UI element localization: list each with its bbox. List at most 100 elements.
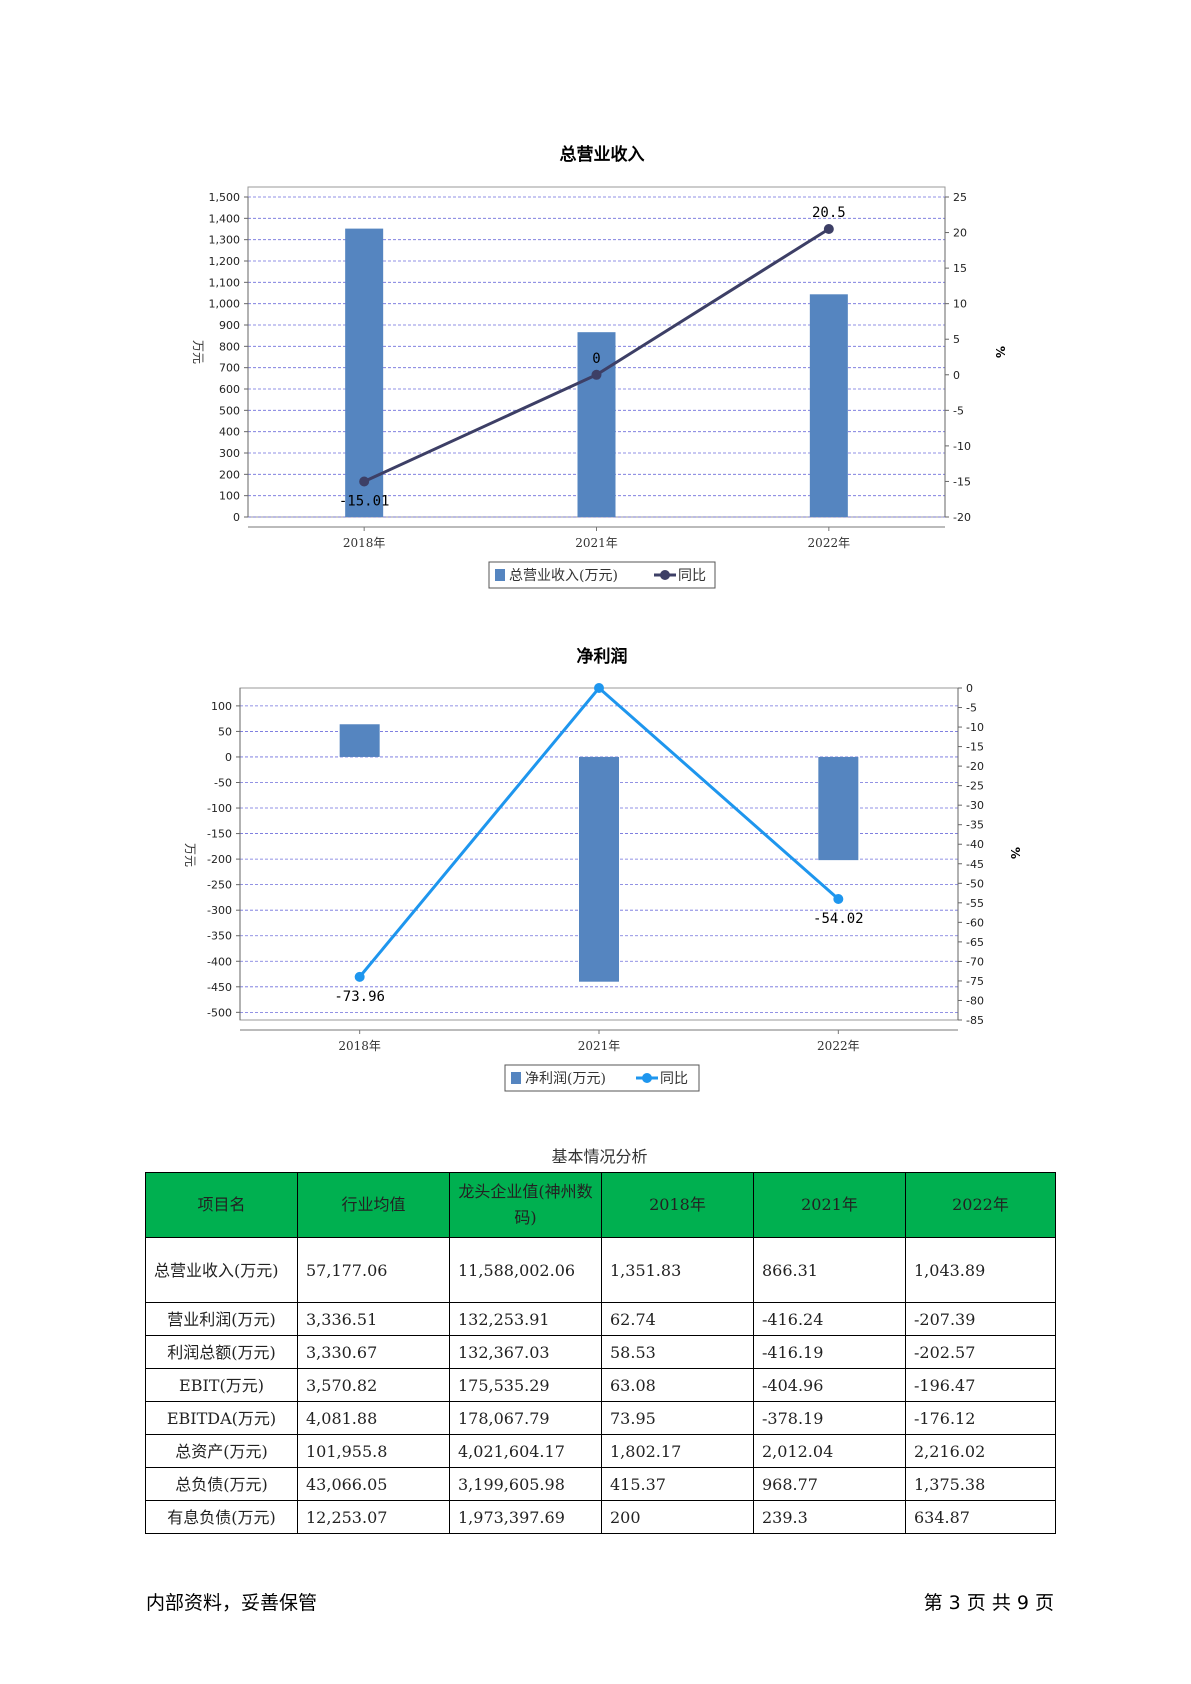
- charts-canvas: 总营业收入 01002003004005006007008009001,0001…: [183, 144, 1022, 1092]
- yoy-data-label: -73.96: [334, 989, 385, 1005]
- table-cell-value: 1,973,397.69: [449, 1500, 602, 1534]
- revenue-y2-axis-label: %: [993, 346, 1007, 358]
- legend-yoy-label: 同比: [660, 1071, 688, 1087]
- y2-tick-label: -45: [966, 858, 984, 871]
- y-tick-label: 0: [225, 751, 232, 764]
- revenue-chart: 总营业收入 01002003004005006007008009001,0001…: [191, 144, 1007, 589]
- table-row: 利润总额(万元) 3,330.67 132,367.03 58.53 -416.19 -2…: [145, 1335, 1056, 1369]
- table-cell-value: 2,012.04: [753, 1434, 906, 1468]
- table-row: EBITDA(万元) 4,081.88 178,067.79 73.95 -378.19…: [145, 1401, 1056, 1435]
- y2-tick-label: -65: [966, 936, 984, 949]
- y-tick-label: 200: [219, 468, 240, 481]
- table-cell-item-name: 总负债(万元): [145, 1467, 298, 1501]
- y-tick-label: 500: [219, 404, 240, 417]
- y2-tick-label: 5: [953, 333, 960, 346]
- table-cell-item-name: EBITDA(万元): [145, 1401, 298, 1435]
- table-cell-value: 178,067.79: [449, 1401, 602, 1435]
- table-cell-value: 175,535.29: [449, 1368, 602, 1402]
- legend-bar-swatch: [511, 1072, 521, 1084]
- table-cell-item-name: 营业利润(万元): [145, 1302, 298, 1336]
- y-tick-label: 100: [219, 490, 240, 503]
- table-cell-value: 57,177.06: [297, 1237, 450, 1303]
- y-tick-label: 1,500: [209, 191, 241, 204]
- y-tick-label: 1,400: [209, 212, 241, 225]
- yoy-point: [594, 683, 604, 693]
- basic-analysis-table: 项目名 行业均值 龙头企业值(神州数码) 2018年 2021年 2022年 总…: [145, 1172, 1056, 1534]
- table-cell-value: -378.19: [753, 1401, 906, 1435]
- y-tick-label: -350: [207, 930, 232, 943]
- yoy-point: [591, 369, 602, 380]
- y-tick-label: -250: [207, 879, 232, 892]
- y-tick-label: -150: [207, 828, 232, 841]
- revenue-legend: 总营业收入(万元) 同比: [488, 561, 716, 589]
- table-cell-value: 239.3: [753, 1500, 906, 1534]
- y-tick-label: 1,200: [209, 255, 241, 268]
- table-header-row: 项目名 行业均值 龙头企业值(神州数码) 2018年 2021年 2022年: [145, 1172, 1056, 1238]
- y-tick-label: 1,300: [209, 234, 241, 247]
- table-cell-value: 132,367.03: [449, 1335, 602, 1369]
- y2-tick-label: -15: [953, 475, 971, 488]
- y2-tick-label: -5: [966, 702, 977, 715]
- yoy-data-label: -15.01: [339, 494, 390, 510]
- y2-tick-label: -10: [966, 721, 984, 734]
- y-tick-label: 900: [219, 319, 240, 332]
- table-cell-value: 132,253.91: [449, 1302, 602, 1336]
- legend-bar-swatch: [495, 569, 505, 581]
- table-cell-value: -207.39: [905, 1302, 1056, 1336]
- bar-2022年: [818, 756, 859, 861]
- y-tick-label: 100: [211, 700, 232, 713]
- footer-confidential-note: 内部资料，妥善保管: [146, 1592, 318, 1614]
- header-industry-average: 行业均值: [297, 1172, 450, 1238]
- table-cell-value: -176.12: [905, 1401, 1056, 1435]
- table-cell-value: 63.08: [601, 1368, 754, 1402]
- y2-tick-label: -40: [966, 838, 984, 851]
- legend-line-marker: [660, 570, 670, 580]
- x-tick-label: 2021年: [575, 536, 618, 550]
- yoy-data-label: 20.5: [812, 205, 846, 221]
- table-cell-value: 73.95: [601, 1401, 754, 1435]
- x-tick-label: 2022年: [817, 1039, 860, 1053]
- y2-tick-label: -15: [966, 741, 984, 754]
- table-cell-value: 1,043.89: [905, 1237, 1056, 1303]
- header-2022: 2022年: [905, 1172, 1056, 1238]
- net-profit-y-axis-label: 万元: [183, 843, 197, 867]
- y-tick-label: 400: [219, 426, 240, 439]
- table-cell-value: 3,199,605.98: [449, 1467, 602, 1501]
- y2-tick-label: -75: [966, 975, 984, 988]
- table-row: 有息负债(万元) 12,253.07 1,973,397.69 200 239.3 634…: [145, 1500, 1056, 1534]
- table-row: EBIT(万元) 3,570.82 175,535.29 63.08 -404.96 -1…: [145, 1368, 1056, 1402]
- table-row: 营业利润(万元) 3,336.51 132,253.91 62.74 -416.24 -2…: [145, 1302, 1056, 1336]
- y2-tick-label: -35: [966, 819, 984, 832]
- yoy-data-label: 0: [592, 351, 600, 367]
- header-2018: 2018年: [601, 1172, 754, 1238]
- table-cell-value: -416.24: [753, 1302, 906, 1336]
- y-tick-label: 1,000: [209, 298, 241, 311]
- yoy-data-label: -54.02: [813, 911, 864, 927]
- revenue-y-axis-label: 万元: [191, 340, 205, 364]
- bar-2018年: [339, 724, 380, 757]
- table-cell-value: 1,351.83: [601, 1237, 754, 1303]
- table-cell-value: -404.96: [753, 1368, 906, 1402]
- y-tick-label: -300: [207, 904, 232, 917]
- revenue-chart-title: 总营业收入: [560, 144, 645, 165]
- table-row: 总负债(万元) 43,066.05 3,199,605.98 415.37 968.77…: [145, 1467, 1056, 1501]
- table-row: 总资产(万元) 101,955.8 4,021,604.17 1,802.17 2,01…: [145, 1434, 1056, 1468]
- y-tick-label: 600: [219, 383, 240, 396]
- table-cell-value: 1,802.17: [601, 1434, 754, 1468]
- y2-tick-label: -10: [953, 440, 971, 453]
- yoy-point: [359, 476, 370, 487]
- net-profit-chart-title: 净利润: [577, 646, 628, 667]
- y2-tick-label: -25: [966, 780, 984, 793]
- legend-net-profit-label: 净利润(万元): [525, 1071, 606, 1087]
- y2-tick-label: -70: [966, 955, 984, 968]
- y2-tick-label: 0: [966, 682, 973, 695]
- legend-yoy-label: 同比: [678, 568, 706, 584]
- header-2021: 2021年: [753, 1172, 906, 1238]
- x-tick-label: 2022年: [808, 536, 851, 550]
- table-cell-value: 3,330.67: [297, 1335, 450, 1369]
- y-tick-label: 300: [219, 447, 240, 460]
- table-cell-value: 200: [601, 1500, 754, 1534]
- table-cell-item-name: 有息负债(万元): [145, 1500, 298, 1534]
- x-tick-label: 2018年: [343, 536, 386, 550]
- bar-2021年: [579, 756, 619, 982]
